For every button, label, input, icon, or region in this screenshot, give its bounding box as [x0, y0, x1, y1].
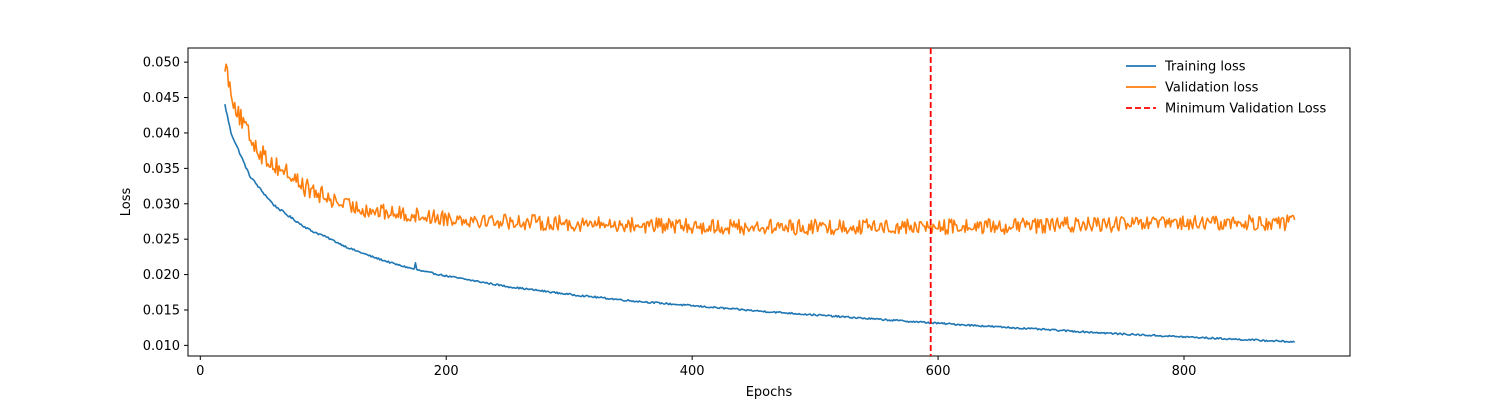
y-tick-label: 0.025	[143, 233, 180, 248]
legend: Training loss Validation loss Minimum Vali…	[1126, 60, 1326, 117]
x-tick-label: 400	[680, 364, 705, 379]
training-loss-line	[224, 104, 1296, 343]
legend-label: Minimum Validation Loss	[1165, 102, 1326, 117]
x-tick-label: 0	[196, 364, 204, 379]
y-tick-label: 0.050	[143, 56, 180, 71]
y-tick-label: 0.010	[143, 339, 180, 354]
x-tick-label: 800	[1172, 364, 1197, 379]
plot-area: 0 200 400 600 800 0.010 0.015 0.020 0.025 0.030 0.…	[143, 47, 1351, 379]
y-tick-label: 0.035	[143, 162, 180, 177]
validation-loss-line	[224, 63, 1296, 236]
axes-frame	[187, 47, 1351, 357]
series-layer	[224, 48, 1296, 356]
legend-label: Training loss	[1164, 60, 1246, 75]
y-tick-label: 0.045	[143, 91, 180, 106]
y-axis-label: Loss	[119, 188, 134, 217]
x-tick-label: 600	[926, 364, 951, 379]
x-axis-label: Epochs	[746, 385, 793, 400]
y-tick-label: 0.020	[143, 268, 180, 283]
ticks-layer: 0 200 400 600 800 0.010 0.015 0.020 0.025 0.030 0.…	[143, 56, 1197, 379]
legend-label: Validation loss	[1165, 81, 1259, 96]
y-tick-label: 0.040	[143, 126, 180, 141]
y-tick-label: 0.015	[143, 303, 180, 318]
y-tick-label: 0.030	[143, 197, 180, 212]
x-tick-label: 200	[434, 364, 459, 379]
